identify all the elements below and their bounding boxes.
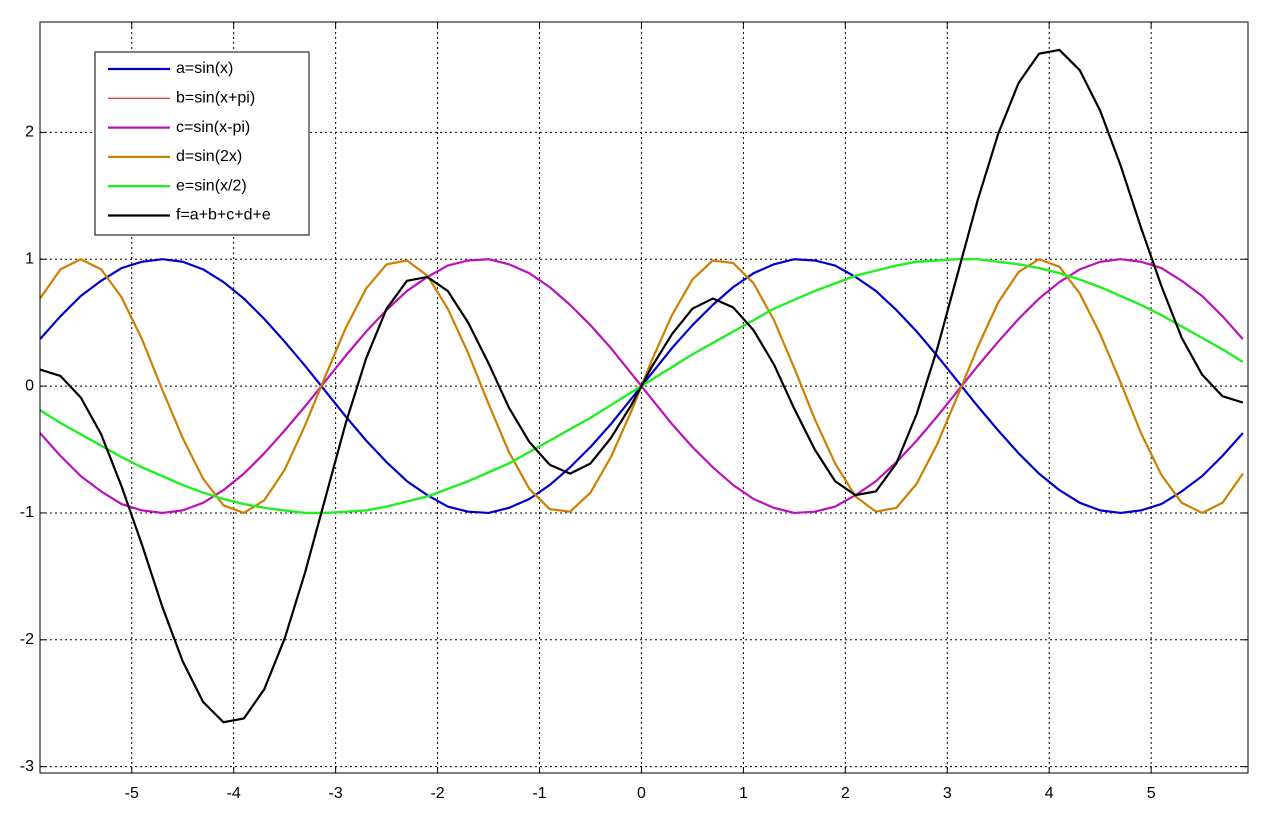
y-tick-label: -2 xyxy=(20,631,34,648)
legend: a=sin(x) b=sin(x+pi) c=sin(x-pi) d=sin(2x) e… xyxy=(94,51,310,236)
series-line xyxy=(40,48,1244,724)
x-tick-label: 5 xyxy=(1147,785,1156,802)
y-tick-label: 1 xyxy=(25,250,34,267)
x-tick-label: 1 xyxy=(739,785,748,802)
legend-label: a=sin(x) xyxy=(176,60,233,77)
y-tick-label: 0 xyxy=(25,377,34,394)
x-tick-label: -3 xyxy=(329,785,343,802)
x-tick-label: -5 xyxy=(125,785,139,802)
y-tick-label: -3 xyxy=(20,758,34,775)
x-tick-label: -1 xyxy=(532,785,546,802)
legend-label: b=sin(x+pi) xyxy=(176,90,255,107)
axes-box xyxy=(39,21,1249,774)
x-tick-label: -4 xyxy=(227,785,241,802)
legend-label: c=sin(x-pi) xyxy=(176,119,250,136)
y-tick-label: -1 xyxy=(20,504,34,521)
legend-label: f=a+b+c+d+e xyxy=(176,207,271,224)
y-tick-label: 2 xyxy=(25,124,34,141)
x-tick-label: 2 xyxy=(841,785,850,802)
x-tick-label: 0 xyxy=(637,785,646,802)
legend-box xyxy=(94,51,310,236)
legend-label: e=sin(x/2) xyxy=(176,177,247,194)
x-tick-label: -2 xyxy=(430,785,444,802)
x-tick-label: 3 xyxy=(943,785,952,802)
x-tick-label: 4 xyxy=(1045,785,1054,802)
tick-labels: -5 -4 -3 -2 -1 0 1 2 3 4 5 -3 -2 -1 0 1 2 xyxy=(20,124,1156,803)
legend-label: d=sin(2x) xyxy=(176,148,242,165)
plot-lines xyxy=(40,48,1244,724)
